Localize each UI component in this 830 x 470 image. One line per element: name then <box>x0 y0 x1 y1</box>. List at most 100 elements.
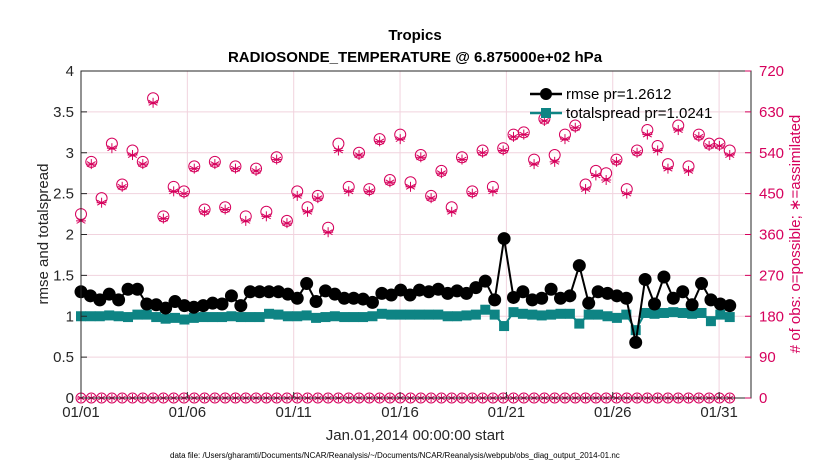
totalspread-point <box>85 311 96 322</box>
rmse-point <box>300 277 314 291</box>
rmse-point <box>121 282 135 296</box>
totalspread-point <box>395 309 406 320</box>
y2-tick-label: 630 <box>759 104 784 121</box>
totalspread-point <box>640 307 651 318</box>
rmse-point <box>657 270 671 284</box>
obs-assimilated-point <box>415 152 426 163</box>
rmse-point <box>695 277 709 291</box>
totalspread-point <box>320 312 331 323</box>
rmse-point <box>563 289 577 303</box>
totalspread-point <box>574 318 585 329</box>
obs-assimilated-point <box>559 134 570 145</box>
obs-assimilated-point <box>302 206 313 217</box>
totalspread-point <box>254 312 265 323</box>
totalspread-point <box>433 309 444 320</box>
totalspread-point <box>358 312 369 323</box>
obs-assimilated-point <box>189 163 200 174</box>
legend-rmse-marker <box>540 88 552 100</box>
totalspread-point <box>405 309 416 320</box>
rmse-point <box>582 296 596 310</box>
obs-assimilated-point <box>343 186 354 197</box>
totalspread-point <box>630 325 641 336</box>
rmse-point <box>243 285 257 299</box>
totalspread-point <box>517 308 528 319</box>
obs-assimilated-point <box>632 147 643 158</box>
rmse-point <box>516 285 530 299</box>
totalspread-point <box>687 308 698 319</box>
y2-tick-label: 540 <box>759 145 784 162</box>
totalspread-point <box>311 312 322 323</box>
obs-assimilated-point <box>487 186 498 197</box>
totalspread-point <box>141 309 152 320</box>
obs-assimilated-point <box>137 159 148 170</box>
totalspread-point <box>621 309 632 320</box>
totalspread-point <box>282 311 293 322</box>
obs-assimilated-point <box>106 143 117 154</box>
totalspread-point <box>94 311 105 322</box>
rmse-point <box>469 281 483 295</box>
obs-assimilated-point <box>518 129 529 140</box>
obs-assimilated-point <box>209 159 220 170</box>
y2-tick-label: 90 <box>759 349 776 366</box>
rmse-point <box>93 293 107 307</box>
obs-assimilated-point <box>508 131 519 142</box>
totalspread-point <box>668 307 679 318</box>
totalspread-point <box>508 307 519 318</box>
legend-spread-label: totalspread pr=1.0241 <box>566 105 712 122</box>
obs-assimilated-point <box>457 154 468 165</box>
totalspread-point <box>386 309 397 320</box>
y-tick-label: 0.5 <box>53 349 74 366</box>
rmse-point <box>506 290 520 304</box>
totalspread-point <box>423 309 434 320</box>
totalspread-point <box>724 312 735 323</box>
obs-assimilated-point <box>529 159 540 170</box>
rmse-point <box>206 296 220 310</box>
rmse-point <box>497 232 511 246</box>
totalspread-point <box>536 310 547 321</box>
totalspread-point <box>179 314 190 325</box>
totalspread-point <box>188 312 199 323</box>
totalspread-point <box>339 312 350 323</box>
x-tick-label: 01/06 <box>169 404 207 421</box>
totalspread-point <box>301 310 312 321</box>
x-axis-label: Jan.01,2014 00:00:00 start <box>326 427 505 444</box>
legend-spread-marker <box>541 108 551 118</box>
obs-assimilated-point <box>292 190 303 201</box>
rmse-point <box>102 287 116 301</box>
obs-assimilated-point <box>570 122 581 133</box>
rmse-point <box>234 299 248 313</box>
obs-assimilated-point <box>230 163 241 174</box>
rmse-point <box>638 272 652 286</box>
obs-assimilated-point <box>127 150 138 161</box>
axis-ticks: 0 0.5 1 1.5 2 2.5 3 3.5 4 0 90 180 270 360 450 540 630 72… <box>53 63 784 421</box>
totalspread-point <box>151 312 162 323</box>
rmse-point <box>253 285 267 299</box>
x-tick-label: 01/21 <box>488 404 526 421</box>
obs-assimilated-point <box>477 147 488 158</box>
plot-area <box>74 92 737 404</box>
totalspread-point <box>546 309 557 320</box>
rmse-point <box>648 297 662 311</box>
rmse-point <box>666 291 680 305</box>
obs-assimilated-point <box>323 227 334 238</box>
totalspread-point <box>160 313 171 324</box>
obs-assimilated-point <box>714 140 725 151</box>
totalspread-point <box>715 309 726 320</box>
totalspread-point <box>480 304 491 315</box>
rmse-point <box>535 291 549 305</box>
y2-tick-label: 450 <box>759 186 784 203</box>
obs-assimilated-point <box>498 145 509 156</box>
totalspread-point <box>132 309 143 320</box>
totalspread-point <box>649 308 660 319</box>
obs-assimilated-point <box>539 115 550 126</box>
totalspread-point <box>123 312 134 323</box>
obs-assimilated-point <box>117 181 128 192</box>
obs-assimilated-point <box>333 145 344 156</box>
obs-assimilated-point <box>251 165 262 176</box>
chart-subtitle: RADIOSONDE_TEMPERATURE @ 6.875000e+02 hP… <box>228 49 603 66</box>
rmse-point <box>723 299 737 313</box>
totalspread-point <box>226 311 237 322</box>
totalspread-point <box>489 309 500 320</box>
y-axis-label: rmse and totalspread <box>35 164 52 305</box>
rmse-point <box>544 282 558 296</box>
